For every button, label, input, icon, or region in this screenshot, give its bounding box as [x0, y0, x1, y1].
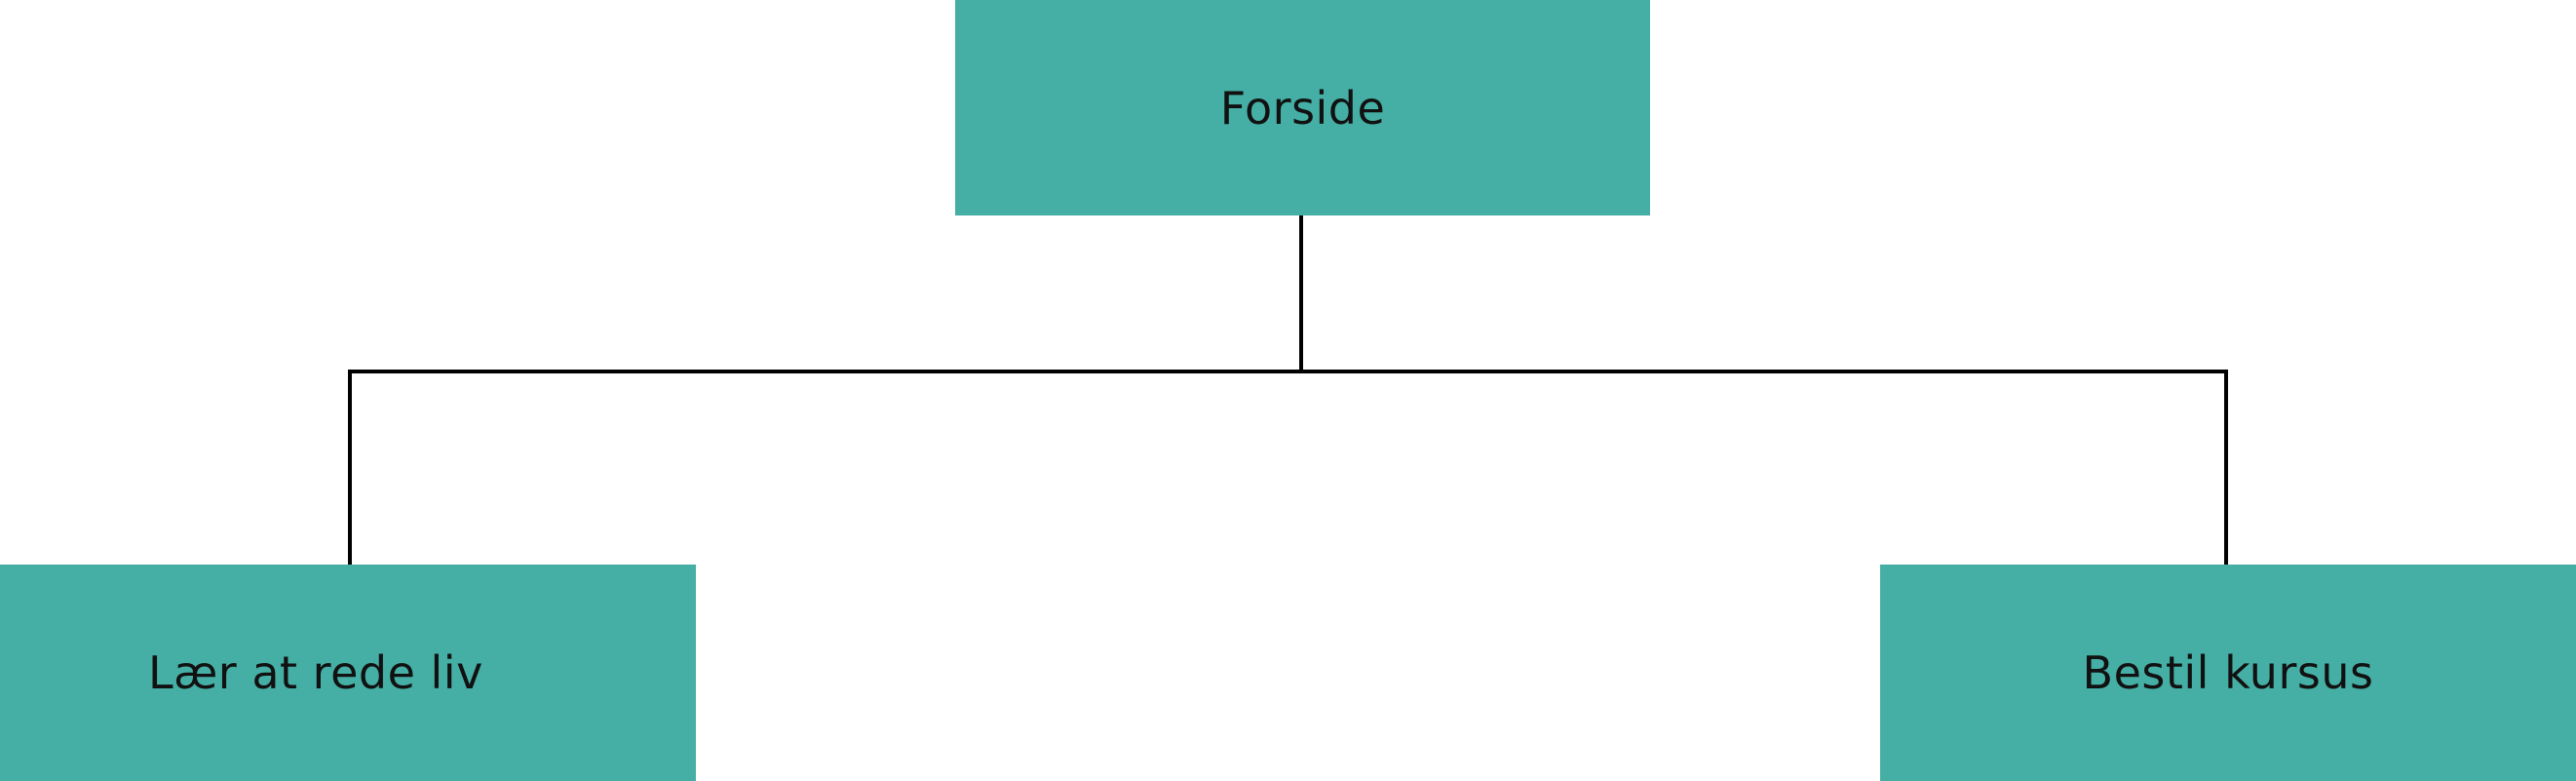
connector-horizontal: [348, 370, 2228, 373]
node-bestil-kursus: Bestil kursus: [1880, 565, 2576, 781]
node-label: Forside: [1219, 81, 1386, 135]
connector-left-down: [348, 370, 352, 565]
node-laer-at-rede-liv: Lær at rede liv: [0, 565, 696, 781]
node-forside: Forside: [955, 0, 1650, 215]
connector-root-down: [1299, 215, 1303, 373]
node-label: Lær at rede liv: [148, 646, 483, 699]
node-label: Bestil kursus: [2082, 646, 2374, 699]
connector-right-down: [2224, 370, 2228, 565]
